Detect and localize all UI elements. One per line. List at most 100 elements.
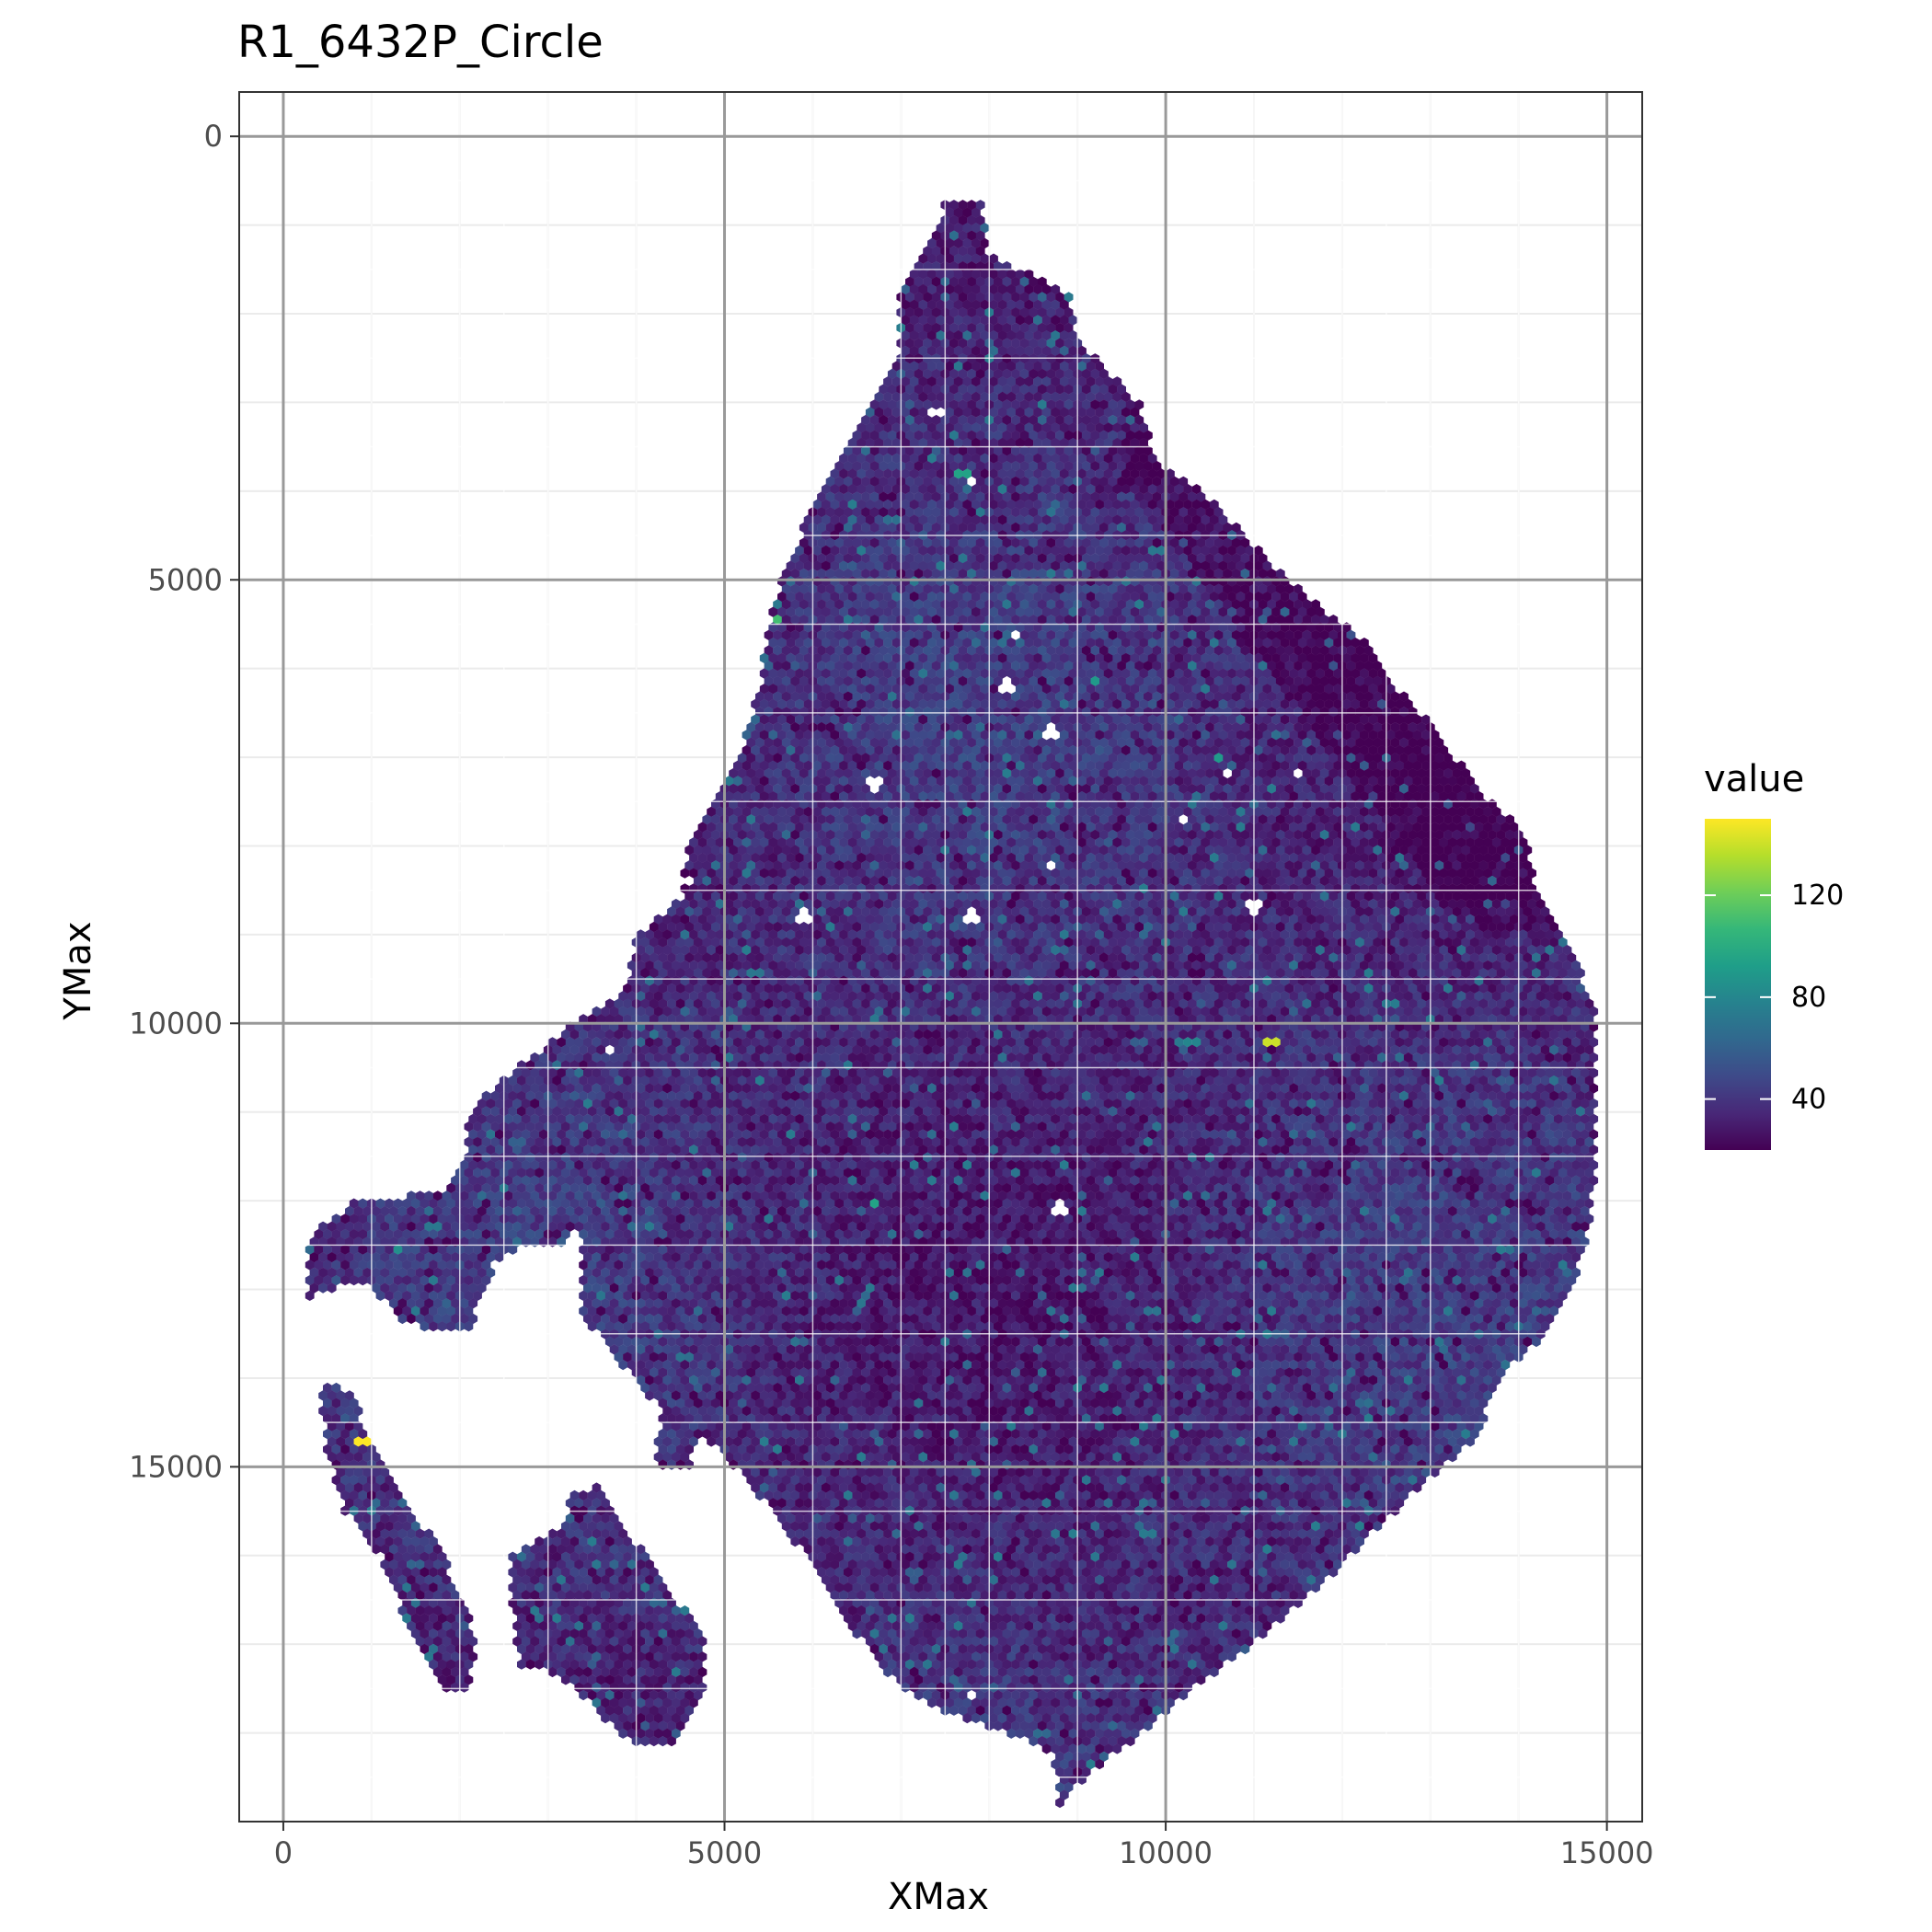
hex-cell: [914, 430, 924, 441]
hex-cell: [901, 422, 910, 433]
hex-cell: [1024, 269, 1034, 280]
hex-cell: [1090, 414, 1100, 426]
hex-cell: [980, 315, 990, 326]
hex-cell: [1081, 461, 1091, 472]
hex-cell: [1002, 307, 1012, 318]
hex-cell: [945, 315, 954, 326]
hex-cell: [1011, 399, 1020, 410]
hex-cell: [958, 368, 968, 380]
hex-cell: [967, 214, 976, 226]
hex-cell: [994, 338, 1003, 349]
hex-cell: [1064, 445, 1074, 456]
hex-cell: [975, 430, 985, 441]
hex-cell: [927, 283, 937, 295]
hex-cell: [967, 292, 976, 303]
hex-cell: [989, 468, 998, 479]
hex-cell: [997, 299, 1007, 310]
hex-cell: [980, 468, 990, 479]
hex-cell: [1046, 322, 1056, 333]
hex-cell: [1041, 407, 1052, 418]
hex-cell: [1090, 384, 1100, 395]
hex-cell: [989, 330, 998, 341]
hex-cell: [1051, 422, 1061, 433]
hex-cell: [962, 237, 972, 249]
hex-cell: [1015, 330, 1025, 341]
hex-cell: [1024, 299, 1034, 310]
hex-cell: [1130, 422, 1140, 433]
hex-cell: [953, 299, 963, 310]
hex-cell: [1068, 315, 1078, 326]
hex-cell: [980, 376, 990, 387]
hex-cell: [1029, 307, 1039, 318]
hex-cell: [997, 376, 1007, 387]
hex-cell: [1024, 361, 1034, 372]
hex-cell: [1033, 437, 1042, 449]
hex-cell: [1134, 399, 1144, 410]
hex-cell: [1059, 391, 1069, 403]
hex-cell: [857, 468, 867, 479]
hex-cell: [967, 461, 976, 472]
hex-cell: [1006, 315, 1017, 326]
hex-cell: [839, 453, 848, 464]
hex-cell: [1002, 445, 1012, 456]
hex-cell: [901, 376, 910, 387]
hex-cell: [994, 307, 1003, 318]
hex-cell: [891, 407, 902, 418]
hex-cell: [1112, 453, 1122, 464]
hex-cell: [861, 445, 870, 456]
hex-cell: [1059, 299, 1069, 310]
hex-cell: [975, 292, 985, 303]
hex-cell: [901, 283, 910, 295]
hex-cell: [1002, 322, 1012, 333]
hex-cell: [1006, 361, 1017, 372]
hex-cell: [1029, 276, 1039, 287]
hex-cell: [967, 414, 976, 426]
hex-cell: [918, 376, 928, 387]
hex-cell: [1033, 361, 1042, 372]
hex-cell: [1081, 399, 1091, 410]
hex-cell: [989, 437, 998, 449]
hex-cell: [1033, 468, 1042, 479]
hex-cell: [1015, 361, 1025, 372]
hex-cell: [1024, 376, 1034, 387]
hex-cell: [975, 276, 985, 287]
hex-cell: [1099, 445, 1109, 456]
hex-cell: [958, 399, 968, 410]
hex-cell: [967, 338, 976, 349]
hex-cell: [972, 376, 981, 387]
hex-cell: [931, 445, 941, 456]
hex-cell: [891, 376, 902, 387]
hex-cell: [874, 407, 884, 418]
hex-cell: [905, 414, 914, 426]
hex-cell: [1019, 384, 1029, 395]
hex-cell: [953, 253, 963, 264]
hex-cell: [887, 384, 897, 395]
hex-cell: [958, 214, 968, 226]
hex-cell: [1015, 437, 1025, 449]
hex-cell: [1046, 445, 1056, 456]
hex-cell: [967, 445, 976, 456]
hex-cell: [958, 322, 968, 333]
hex-cell: [972, 361, 981, 372]
hex-cell: [909, 391, 919, 403]
hex-cell: [953, 376, 963, 387]
hex-cell: [953, 468, 963, 479]
hex-cell: [1051, 299, 1061, 310]
hex-cell: [1099, 368, 1109, 380]
hex-cell: [1125, 445, 1135, 456]
hex-cell: [953, 223, 963, 234]
hex-cell: [962, 223, 972, 234]
hex-cell: [936, 299, 946, 310]
hex-cell: [1090, 368, 1100, 380]
hex-cell: [1055, 384, 1064, 395]
hex-cell: [923, 430, 932, 441]
hex-cell: [1055, 414, 1064, 426]
hex-cell: [936, 376, 946, 387]
hex-cell: [1108, 430, 1118, 441]
hex-cell: [1051, 391, 1061, 403]
hex-cell: [1125, 399, 1135, 410]
hex-cell: [1051, 407, 1061, 418]
hex-cell: [887, 461, 897, 472]
hex-cell: [949, 414, 959, 426]
hex-cell: [1068, 422, 1078, 433]
